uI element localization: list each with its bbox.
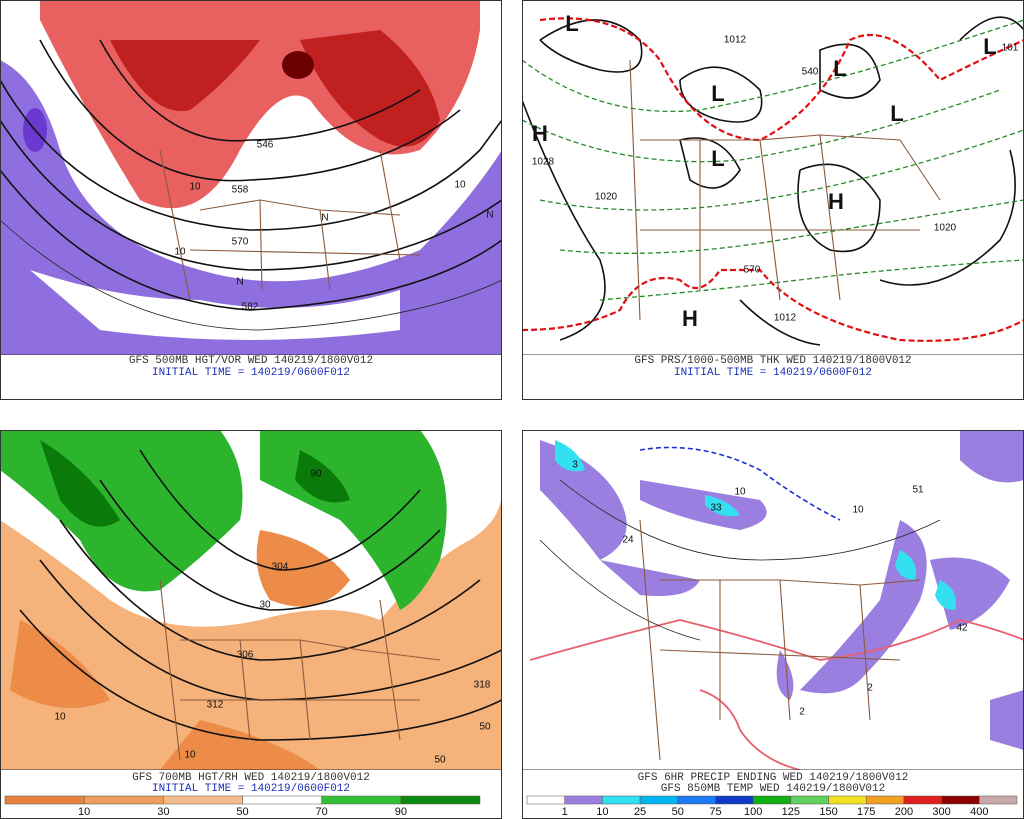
pressure-center: L xyxy=(711,81,724,106)
caption: GFS 700MB HGT/RH WED 140219/1800V012 xyxy=(132,772,370,784)
contour-label: 540 xyxy=(802,67,819,78)
contour-label: 24 xyxy=(622,535,634,546)
caption: GFS 6HR PRECIP ENDING WED 140219/1800V01… xyxy=(638,772,909,784)
contour-label: 2 xyxy=(867,683,873,694)
contour-label: 33 xyxy=(710,503,722,514)
contour-label: 3 xyxy=(572,460,578,471)
legend-swatch xyxy=(715,795,754,805)
contour-label: 1020 xyxy=(934,223,957,234)
panel-frame xyxy=(0,0,502,400)
legend-label: 125 xyxy=(782,806,800,818)
legend-swatch xyxy=(865,795,905,805)
map-500mb xyxy=(0,0,502,355)
contour-label: 1012 xyxy=(774,313,797,324)
legend-swatch xyxy=(564,795,603,805)
contour-label: 42 xyxy=(956,623,968,634)
contour-label: 1012 xyxy=(724,35,747,46)
pressure-center: H xyxy=(532,121,548,146)
contour-label: 1028 xyxy=(532,157,555,168)
contour-label: 10 xyxy=(54,712,66,723)
legend-swatch xyxy=(979,795,1018,805)
pressure-center: H xyxy=(682,306,698,331)
legend-label: 1 xyxy=(562,806,568,818)
legend-label: 25 xyxy=(634,806,646,818)
legend-label: 75 xyxy=(709,806,721,818)
legend-label: 300 xyxy=(932,806,950,818)
initial-time: INITIAL TIME = 140219/0600F012 xyxy=(674,367,872,379)
contour-label: 1020 xyxy=(595,192,618,203)
contour-label: 101 xyxy=(1002,43,1019,54)
contour-label: 10 xyxy=(734,487,746,498)
contour-label: 582 xyxy=(242,302,259,313)
pressure-center: L xyxy=(983,34,996,59)
legend-swatch xyxy=(321,795,402,805)
legend-label: 90 xyxy=(395,806,407,818)
pressure-center: H xyxy=(828,189,844,214)
map-precip xyxy=(522,430,1024,770)
initial-time: INITIAL TIME = 140219/0600F012 xyxy=(152,783,350,795)
legend-swatch xyxy=(4,795,85,805)
caption: GFS PRS/1000-500MB THK WED 140219/1800V0… xyxy=(634,355,911,367)
contour-label: 570 xyxy=(232,237,249,248)
legend-swatch xyxy=(677,795,716,805)
legend-label: 70 xyxy=(316,806,328,818)
contour-label: N xyxy=(236,277,243,288)
map-pressure xyxy=(522,0,1024,355)
contour-label: 10 xyxy=(189,182,201,193)
legend-label: 30 xyxy=(157,806,169,818)
legend-swatch xyxy=(828,795,867,805)
legend-swatch xyxy=(790,795,829,805)
legend-swatch xyxy=(163,795,243,805)
legend-swatch xyxy=(242,795,322,805)
legend-swatch xyxy=(400,795,481,805)
legend-swatch xyxy=(903,795,942,805)
pressure-center: L xyxy=(711,146,724,171)
contour-label: 570 xyxy=(744,265,761,276)
contour-label: N xyxy=(321,213,328,224)
contour-label: 2 xyxy=(799,707,805,718)
contour-label: 312 xyxy=(207,700,224,711)
legend-label: 200 xyxy=(895,806,913,818)
legend-swatch xyxy=(941,795,980,805)
legend-swatch xyxy=(639,795,679,805)
legend-label: 50 xyxy=(236,806,248,818)
legend-swatch xyxy=(602,795,641,805)
contour-label: 318 xyxy=(474,680,491,691)
pressure-center: L xyxy=(890,101,903,126)
contour-label: 10 xyxy=(184,750,196,761)
contour-label: 50 xyxy=(479,722,491,733)
subcaption: GFS 850MB TEMP WED 140219/1800V012 xyxy=(661,783,885,795)
contour-label: 10 xyxy=(174,247,186,258)
pressure-center: L xyxy=(833,56,846,81)
contour-label: 304 xyxy=(272,562,289,573)
caption: GFS 500MB HGT/VOR WED 140219/1800V012 xyxy=(129,355,373,367)
legend-swatch xyxy=(83,795,164,805)
legend-label: 175 xyxy=(857,806,875,818)
legend-label: 10 xyxy=(78,806,90,818)
contour-label: 10 xyxy=(852,505,864,516)
contour-label: N xyxy=(486,210,493,221)
legend-swatch xyxy=(752,795,792,805)
map-700mb xyxy=(0,430,502,770)
legend-label: 150 xyxy=(819,806,837,818)
legend-swatch xyxy=(526,795,565,805)
contour-label: 51 xyxy=(912,485,924,496)
pressure-center: L xyxy=(565,11,578,36)
contour-label: 306 xyxy=(237,650,254,661)
contour-label: 90 xyxy=(310,469,322,480)
legend-label: 10 xyxy=(596,806,608,818)
contour-label: 30 xyxy=(259,600,271,611)
contour-label: 10 xyxy=(454,180,466,191)
contour-label: 50 xyxy=(434,755,446,766)
contour-label: 558 xyxy=(232,185,249,196)
legend-label: 100 xyxy=(744,806,762,818)
legend-label: 50 xyxy=(672,806,684,818)
legend-label: 400 xyxy=(970,806,988,818)
contour-label: 546 xyxy=(257,140,274,151)
initial-time: INITIAL TIME = 140219/0600F012 xyxy=(152,367,350,379)
